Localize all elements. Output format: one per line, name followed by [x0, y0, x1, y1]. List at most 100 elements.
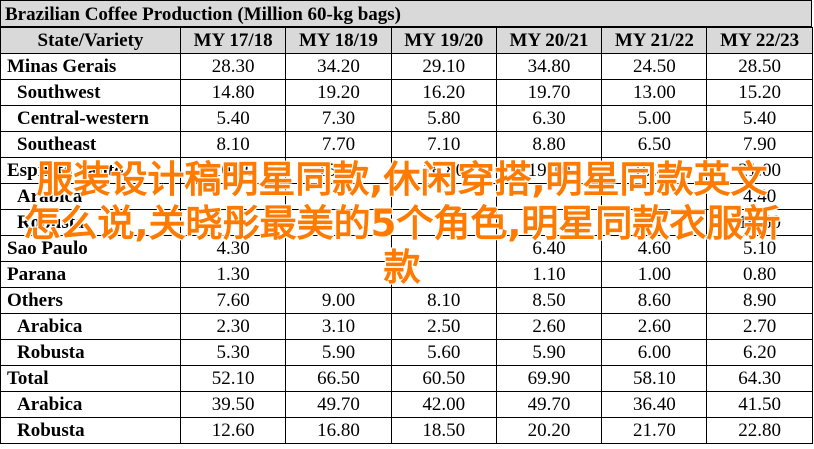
value-cell: 19.40 [601, 157, 708, 184]
value-cell [390, 183, 497, 210]
coffee-production-table: State/Variety MY 17/18 MY 18/19 MY 19/20… [0, 27, 813, 444]
table-row: Central-western 5.40 7.30 5.80 6.30 5.00 5.40 [0, 105, 813, 132]
value-cell: 58.10 [601, 365, 708, 392]
value-cell: 49.70 [285, 391, 392, 418]
table-row: Minas Gerais 28.30 34.20 29.10 34.80 24.50 28.… [0, 53, 813, 80]
value-cell: 2.50 [390, 313, 497, 340]
value-cell [285, 183, 392, 210]
value-cell: 5.10 [706, 235, 813, 262]
value-cell: 8.80 [495, 131, 603, 158]
value-cell: 5.80 [390, 105, 497, 132]
row-label: Minas Gerais [0, 53, 181, 80]
value-cell: 13.00 [601, 79, 708, 106]
value-cell [390, 209, 497, 236]
value-cell: 5.60 [390, 339, 497, 366]
value-cell: 2.70 [706, 313, 813, 340]
value-cell: 5.30 [179, 339, 287, 366]
table-row: Robusta 5.30 5.90 5.60 5.90 6.00 6.20 [0, 339, 813, 366]
value-cell: 5.00 [601, 105, 708, 132]
value-cell: 19.20 [285, 79, 392, 106]
value-cell: 6.30 [495, 105, 603, 132]
value-cell: 10.60 [179, 157, 287, 184]
value-cell: 52.10 [179, 365, 287, 392]
table-row: Others 7.60 9.00 8.10 8.50 8.60 8.90 [0, 287, 813, 314]
value-cell: 21.00 [706, 157, 813, 184]
value-cell: 8.10 [179, 131, 287, 158]
value-cell: 6.50 [601, 131, 708, 158]
value-cell: 7.30 [285, 105, 392, 132]
value-cell: 6.20 [706, 339, 813, 366]
value-cell: 8.10 [390, 287, 497, 314]
value-cell: 16.80 [390, 157, 497, 184]
value-cell: 4.60 [601, 235, 708, 262]
value-cell: 18.50 [390, 417, 497, 444]
value-cell: 3.10 [285, 313, 392, 340]
value-cell [390, 261, 497, 288]
value-cell [285, 235, 392, 262]
value-cell [601, 209, 708, 236]
value-cell [179, 209, 287, 236]
header-cell: MY 22/23 [706, 27, 813, 54]
value-cell: 2.60 [601, 313, 708, 340]
value-cell: 0.80 [706, 261, 813, 288]
row-label: Arabica [0, 313, 181, 340]
header-cell: MY 20/21 [495, 27, 603, 54]
row-label: Espirito Santo [0, 157, 181, 184]
value-cell: 39.50 [179, 391, 287, 418]
value-cell: 64.30 [706, 365, 813, 392]
value-cell: 16.80 [285, 417, 392, 444]
value-cell: 60.50 [390, 365, 497, 392]
value-cell: 34.80 [495, 53, 603, 80]
value-cell: 7.90 [706, 131, 813, 158]
table-row: Southwest 14.80 19.20 16.20 19.70 13.00 15.20 [0, 79, 813, 106]
header-cell: MY 17/18 [179, 27, 287, 54]
row-label: Southeast [0, 131, 181, 158]
row-label: Southwest [0, 79, 181, 106]
value-cell: 7.70 [285, 131, 392, 158]
value-cell: 12.60 [179, 417, 287, 444]
value-cell: 36.40 [601, 391, 708, 418]
table-row: Robusta 12.60 16.80 18.50 20.20 21.70 22.80 [0, 417, 813, 444]
row-label: Robusta [0, 209, 181, 236]
table-row: Southeast 8.10 7.70 7.10 8.80 6.50 7.90 [0, 131, 813, 158]
table-title: Brazilian Coffee Production (Million 60-… [0, 0, 812, 27]
row-label: Robusta [0, 339, 181, 366]
value-cell [390, 235, 497, 262]
value-cell: 42.00 [390, 391, 497, 418]
value-cell [285, 261, 392, 288]
value-cell: 41.50 [706, 391, 813, 418]
value-cell: 14.80 [179, 79, 287, 106]
header-cell: MY 19/20 [390, 27, 497, 54]
row-label: Parana [0, 261, 181, 288]
value-cell: 4.30 [179, 235, 287, 262]
header-cell: MY 21/22 [601, 27, 708, 54]
value-cell [285, 209, 392, 236]
value-cell: 6.00 [601, 339, 708, 366]
value-cell [601, 183, 708, 210]
value-cell: 69.90 [495, 365, 603, 392]
value-cell: 28.50 [706, 53, 813, 80]
value-cell: 29.10 [390, 53, 497, 80]
value-cell: 16.60 [706, 209, 813, 236]
table-row: Espirito Santo 10.60 15.60 16.80 19.10 19.40 2… [0, 157, 813, 184]
value-cell: 1.10 [495, 261, 603, 288]
value-cell: 1.00 [601, 261, 708, 288]
value-cell: 16.20 [390, 79, 497, 106]
value-cell: 15.20 [706, 79, 813, 106]
table-row: Arabica 2.30 3.10 2.50 2.60 2.60 2.70 [0, 313, 813, 340]
value-cell: 5.40 [179, 105, 287, 132]
table-row: Robusta 16.60 [0, 209, 813, 236]
value-cell: 34.20 [285, 53, 392, 80]
table-row: Parana 1.30 1.10 1.00 0.80 [0, 261, 813, 288]
value-cell [495, 209, 603, 236]
value-cell: 5.40 [706, 105, 813, 132]
table-row: Arabica 39.50 49.70 42.00 49.70 36.40 41.50 [0, 391, 813, 418]
value-cell: 6.40 [495, 235, 603, 262]
value-cell [179, 183, 287, 210]
value-cell: 2.60 [495, 313, 603, 340]
value-cell [495, 183, 603, 210]
value-cell: 15.60 [285, 157, 392, 184]
row-label: Arabica [0, 183, 181, 210]
header-row: State/Variety MY 17/18 MY 18/19 MY 19/20… [0, 27, 813, 54]
value-cell: 19.70 [495, 79, 603, 106]
